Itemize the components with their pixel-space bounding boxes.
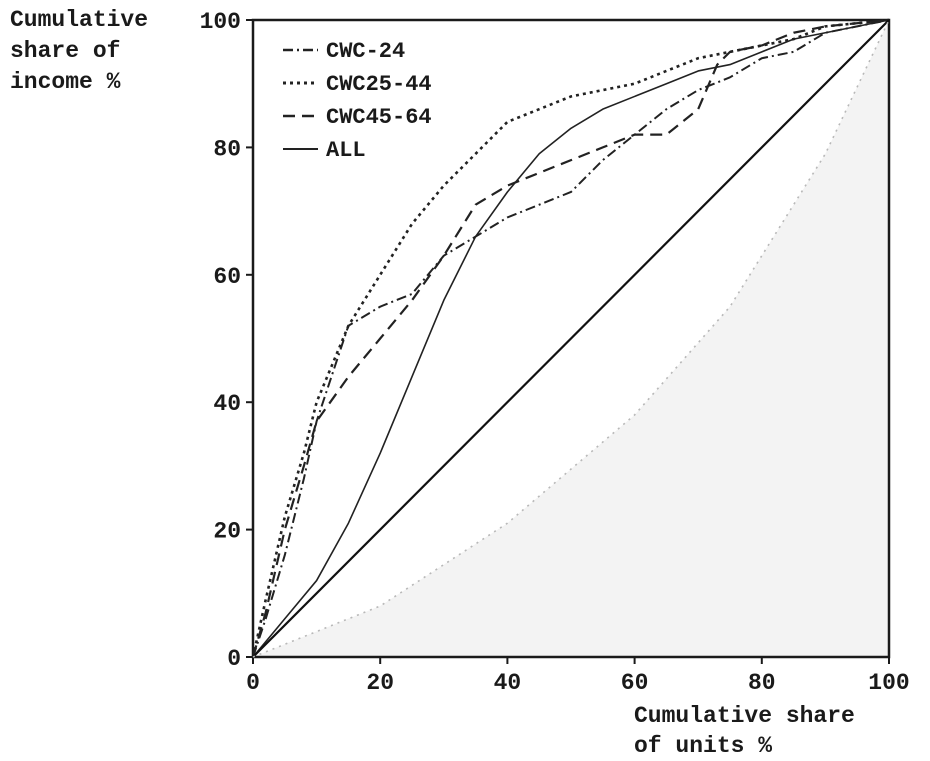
equality-line	[252, 19, 890, 658]
y-tick-label: 100	[200, 9, 241, 35]
y-axis-title-line-3: income %	[10, 69, 121, 95]
shaded-region	[253, 20, 889, 657]
y-axis-title-line-1: Cumulative	[10, 7, 148, 33]
series-line-cwc45-64	[251, 18, 890, 658]
x-tick-label: 80	[748, 670, 776, 696]
y-tick-label: 40	[213, 391, 241, 417]
y-axis-title-line-2: share of	[10, 38, 120, 64]
tick-labels: 0 20 40 60 80 100 0 20 40 60 80 100	[200, 9, 910, 696]
y-tick-label: 80	[213, 136, 241, 162]
legend-label: CWC45-64	[326, 105, 432, 130]
x-tick-label: 60	[621, 670, 649, 696]
x-axis-title-line-2: of units %	[634, 733, 772, 759]
legend: CWC-24 CWC25-44 CWC45-64 ALL	[283, 39, 432, 163]
reference-curve	[252, 19, 890, 658]
x-tick-label: 20	[366, 670, 394, 696]
series-lines	[251, 18, 890, 658]
y-tick-label: 60	[213, 264, 241, 290]
series-line-cwc-24	[252, 19, 890, 658]
legend-label: CWC-24	[326, 39, 405, 64]
plot-frame	[251, 18, 891, 659]
legend-label: ALL	[326, 138, 366, 163]
x-tick-label: 100	[868, 670, 909, 696]
x-tick-label: 40	[494, 670, 522, 696]
series-line-all	[252, 19, 890, 658]
legend-label: CWC25-44	[326, 72, 432, 97]
axes-box	[251, 18, 891, 659]
y-tick-label: 0	[227, 646, 241, 672]
y-tick-label: 20	[213, 519, 241, 545]
x-axis-title-line-1: Cumulative share	[634, 703, 855, 729]
x-tick-label: 0	[246, 670, 260, 696]
